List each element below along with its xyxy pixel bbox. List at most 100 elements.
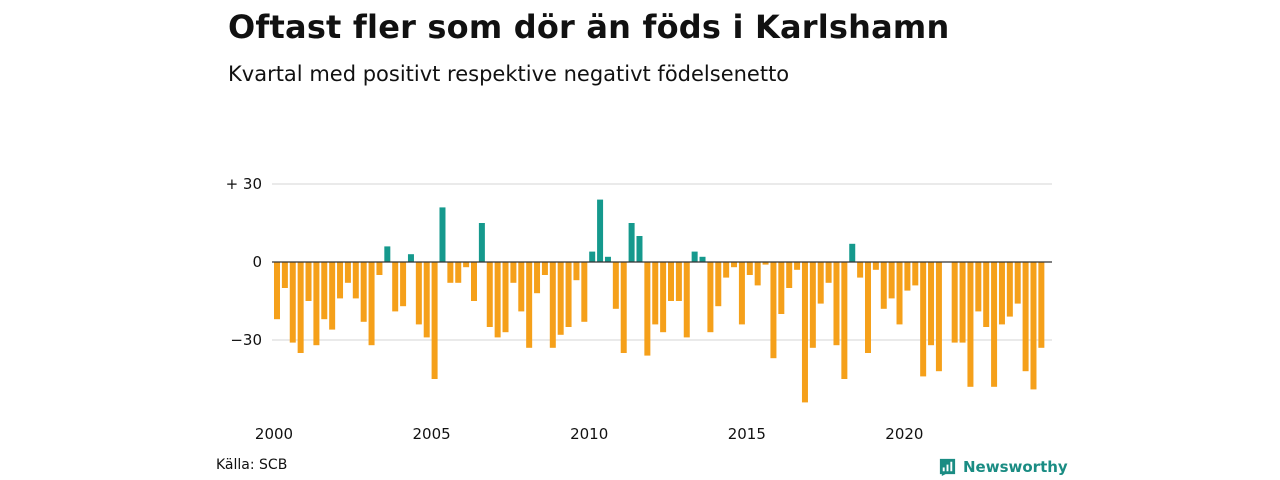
- y-tick-label: + 30: [226, 175, 262, 193]
- bar-negative: [471, 262, 477, 301]
- bar-negative: [825, 262, 832, 283]
- bar-positive: [478, 223, 485, 262]
- bar-negative: [983, 262, 990, 327]
- bar-negative: [494, 262, 501, 338]
- bar-negative: [668, 262, 674, 301]
- bar-negative: [612, 262, 619, 309]
- bar-negative: [644, 262, 651, 356]
- bar-negative: [794, 262, 801, 270]
- bar-positive: [597, 199, 604, 262]
- bar-negative: [534, 262, 541, 294]
- bar-negative: [683, 262, 690, 338]
- x-tick-label: 2015: [728, 425, 766, 443]
- bar-negative: [557, 262, 564, 335]
- bar-positive: [589, 251, 596, 262]
- bar-negative: [573, 262, 580, 281]
- bar-negative: [305, 262, 312, 301]
- bar-negative: [518, 262, 525, 312]
- bar-negative: [313, 262, 320, 346]
- bar-negative: [723, 262, 730, 278]
- bar-negative: [754, 262, 761, 286]
- bar-negative: [872, 262, 879, 270]
- bar-negative: [486, 262, 493, 327]
- bar-positive: [691, 251, 698, 262]
- bar-negative: [817, 262, 824, 304]
- bar-positive: [849, 243, 856, 262]
- bar-negative: [746, 262, 753, 275]
- y-tick-label: 0: [252, 253, 262, 271]
- bar-negative: [888, 262, 895, 299]
- bar-negative: [344, 262, 351, 283]
- bar-negative: [423, 262, 430, 338]
- bar-negative: [289, 262, 296, 343]
- bar-negative: [920, 262, 927, 377]
- bar-negative: [297, 262, 304, 353]
- bar-negative: [1022, 262, 1029, 372]
- bar-negative: [928, 262, 935, 346]
- x-tick-label: 2005: [413, 425, 451, 443]
- bar-positive: [439, 207, 446, 262]
- bar-negative: [801, 262, 808, 403]
- bar-negative: [565, 262, 572, 327]
- bar-negative: [707, 262, 714, 333]
- bar-positive: [384, 246, 391, 262]
- bar-negative: [786, 262, 793, 288]
- bar-negative: [778, 262, 785, 314]
- bar-negative: [274, 262, 280, 320]
- bar-negative: [321, 262, 328, 320]
- bar-negative: [392, 262, 399, 312]
- bar-positive: [699, 256, 706, 262]
- y-tick-label: −30: [230, 331, 262, 349]
- bar-negative: [1014, 262, 1021, 304]
- bar-negative: [975, 262, 982, 312]
- bar-negative: [415, 262, 422, 325]
- x-tick-label: 2020: [885, 425, 923, 443]
- brand-logo: Newsworthy: [938, 457, 1068, 476]
- bar-negative: [352, 262, 359, 299]
- bar-positive: [407, 254, 414, 262]
- bar-negative: [951, 262, 958, 343]
- bar-negative: [1030, 262, 1037, 390]
- source-note: Källa: SCB: [216, 457, 288, 473]
- bar-negative: [447, 262, 454, 283]
- bar-negative: [502, 262, 509, 333]
- bar-negative: [967, 262, 974, 387]
- bar-negative: [935, 262, 942, 372]
- bar-negative: [620, 262, 627, 353]
- bar-negative: [912, 262, 919, 286]
- bar-negative: [660, 262, 667, 333]
- bar-negative: [455, 262, 462, 283]
- brand-name: Newsworthy: [963, 457, 1068, 476]
- bar-negative: [731, 262, 738, 268]
- bar-negative: [762, 262, 769, 265]
- bar-negative: [581, 262, 588, 322]
- bar-negative: [880, 262, 887, 309]
- bar-negative: [526, 262, 533, 348]
- bar-negative: [896, 262, 903, 325]
- bar-negative: [376, 262, 383, 275]
- bar-negative: [904, 262, 911, 291]
- bar-negative: [463, 262, 470, 268]
- bar-negative: [329, 262, 336, 330]
- x-tick-label: 2010: [570, 425, 608, 443]
- chart-subtitle: Kvartal med positivt respektive negativt…: [228, 62, 790, 86]
- bar-negative: [715, 262, 722, 307]
- bar-negative: [841, 262, 848, 379]
- bar-negative: [991, 262, 998, 387]
- bar-positive: [636, 236, 643, 262]
- bar-positive: [604, 256, 611, 262]
- bar-negative: [738, 262, 745, 325]
- bar-negative: [281, 262, 288, 288]
- x-tick-label: 2000: [255, 425, 293, 443]
- bar-negative: [998, 262, 1005, 325]
- bar-negative: [360, 262, 367, 322]
- bar-negative: [652, 262, 659, 325]
- bar-negative: [1006, 262, 1013, 317]
- newsworthy-logo-icon: [939, 458, 956, 476]
- bar-negative: [549, 262, 556, 348]
- bar-negative: [809, 262, 816, 348]
- chart-title: Oftast fler som dör än föds i Karlshamn: [228, 8, 950, 46]
- bar-negative: [510, 262, 517, 283]
- bar-negative: [865, 262, 871, 353]
